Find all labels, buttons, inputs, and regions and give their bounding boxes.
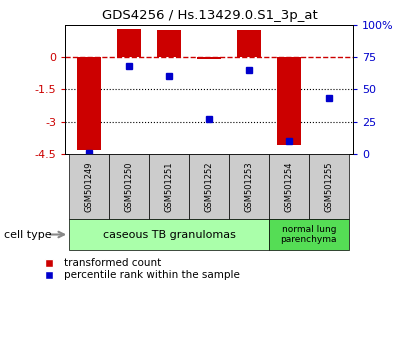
Text: normal lung
parenchyma: normal lung parenchyma	[281, 225, 337, 244]
Legend: transformed count, percentile rank within the sample: transformed count, percentile rank withi…	[39, 258, 240, 280]
Bar	[309, 154, 349, 219]
Text: GSM501249: GSM501249	[84, 161, 94, 212]
Text: caseous TB granulomas: caseous TB granulomas	[102, 229, 236, 240]
Text: cell type: cell type	[4, 229, 52, 240]
Bar	[69, 219, 269, 250]
Text: GSM501251: GSM501251	[165, 161, 173, 212]
Bar	[229, 154, 269, 219]
Bar	[69, 154, 109, 219]
Bar	[149, 154, 189, 219]
Text: GSM501254: GSM501254	[284, 161, 293, 212]
Bar	[269, 154, 309, 219]
Bar	[117, 29, 141, 57]
Text: GSM501253: GSM501253	[244, 161, 253, 212]
Text: GSM501250: GSM501250	[125, 161, 134, 212]
Bar	[277, 57, 301, 145]
Text: GSM501255: GSM501255	[324, 161, 333, 212]
Bar	[197, 57, 221, 59]
Text: GSM501252: GSM501252	[205, 161, 213, 212]
Bar	[189, 154, 229, 219]
Bar	[237, 30, 261, 57]
Bar	[157, 30, 181, 57]
Bar	[109, 154, 149, 219]
Bar	[77, 57, 101, 150]
Text: GDS4256 / Hs.13429.0.S1_3p_at: GDS4256 / Hs.13429.0.S1_3p_at	[102, 9, 318, 22]
Bar	[269, 219, 349, 250]
